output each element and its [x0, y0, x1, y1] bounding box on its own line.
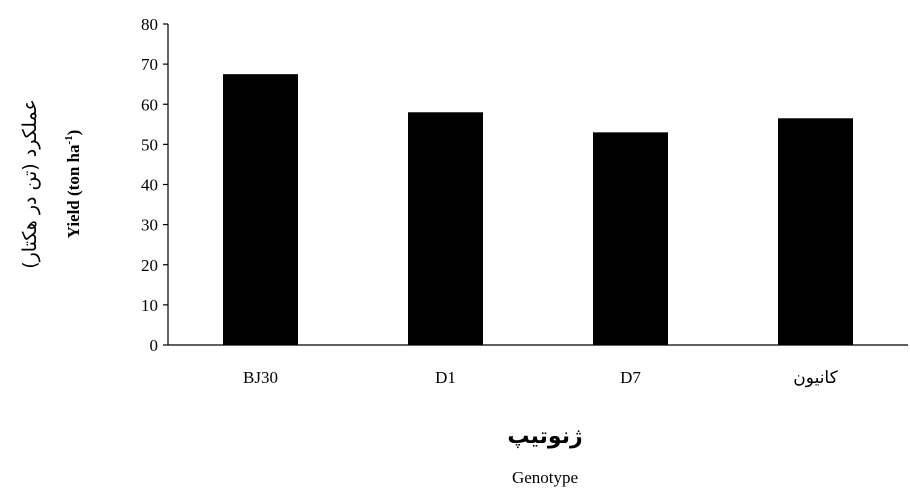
y-tick-label: 60: [141, 95, 158, 114]
category-label: D1: [435, 368, 456, 387]
category-label: کانیون: [793, 368, 838, 388]
bar: [408, 112, 483, 346]
y-tick-label: 0: [150, 336, 159, 355]
y-tick-label: 40: [141, 176, 158, 195]
y-axis-ticks: [163, 23, 168, 346]
bar: [223, 74, 298, 345]
bars: [223, 74, 853, 346]
y-tick-label: 80: [141, 15, 158, 34]
category-label: D7: [620, 368, 641, 387]
bar: [593, 132, 668, 345]
y-axis-label-persian: عملکرد (تن در هکتار): [19, 99, 41, 269]
y-axis-tick-labels: 0 10 20 30 40 50 60 70 80: [141, 15, 158, 355]
y-tick-label: 70: [141, 55, 158, 74]
y-tick-label: 50: [141, 135, 158, 154]
y-tick-label: 10: [141, 296, 158, 315]
x-axis-label-english: Genotype: [512, 468, 578, 487]
y-tick-label: 30: [141, 216, 158, 235]
category-label: BJ30: [243, 368, 278, 387]
x-axis-label-persian: ژنوتیپ: [507, 424, 582, 449]
x-axis-category-labels: BJ30 D1 D7 کانیون: [243, 368, 839, 388]
y-tick-label: 20: [141, 256, 158, 275]
y-axis-label-english: Yield (ton ha-1): [63, 130, 83, 239]
bar: [778, 118, 853, 345]
